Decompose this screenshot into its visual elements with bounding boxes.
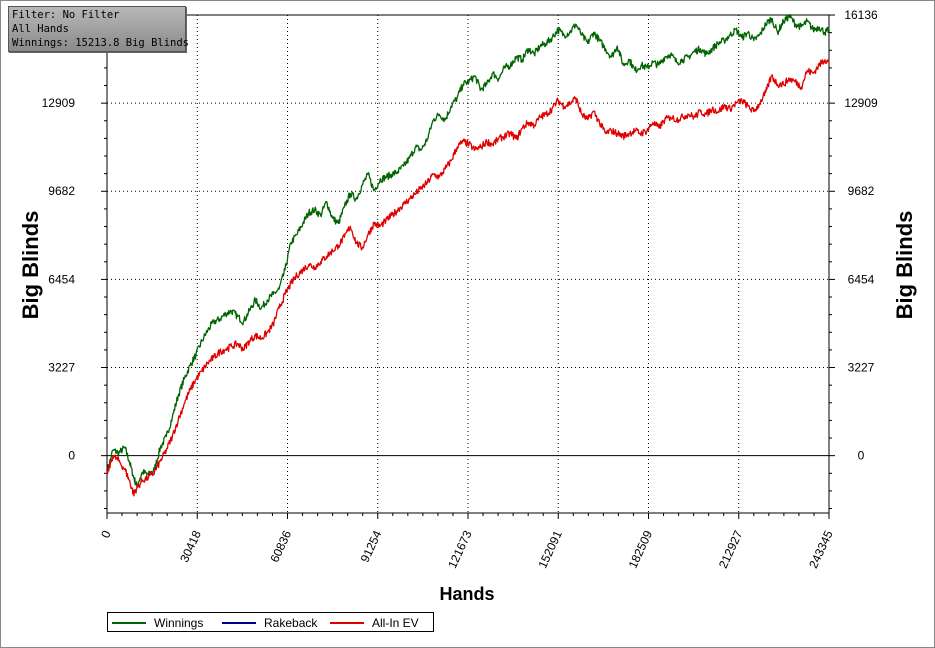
series-line-all-in-ev <box>106 59 830 497</box>
legend-swatch-rakeback <box>222 622 256 624</box>
series <box>106 14 830 497</box>
y-tick-label-right: 0 <box>858 449 865 463</box>
y-tick-label-left: 9682 <box>48 184 75 198</box>
y-tick-label-right: 6454 <box>848 272 875 286</box>
x-tick-label: 243345 <box>806 528 836 571</box>
legend-item-allin-ev: All-In EV <box>330 615 419 631</box>
legend-label-rakeback: Rakeback <box>264 616 318 630</box>
legend-swatch-winnings <box>112 622 146 624</box>
grid <box>107 15 829 513</box>
y-axis-title-right: Big Blinds <box>892 211 917 320</box>
x-tick-label: 152091 <box>535 528 565 571</box>
axes <box>101 14 835 519</box>
x-tick-label: 212927 <box>716 528 746 571</box>
y-tick-label-right: 9682 <box>848 184 875 198</box>
series-line-winnings <box>106 14 830 487</box>
legend-item-winnings: Winnings <box>112 615 203 631</box>
y-tick-label-left: 0 <box>68 449 75 463</box>
winnings-text: Winnings: 15213.8 Big Blinds <box>12 37 190 49</box>
filter-text: Filter: No Filter <box>12 9 120 21</box>
y-tick-label-right: 16136 <box>844 8 878 22</box>
y-tick-label-left: 12909 <box>42 96 76 110</box>
y-tick-label-left: 3227 <box>48 361 75 375</box>
x-tick-label: 91254 <box>358 528 385 564</box>
x-tick-label: 30418 <box>177 528 204 564</box>
x-tick-label: 121673 <box>445 528 475 571</box>
y-axis-title-left: Big Blinds <box>18 211 43 320</box>
y-tick-label-right: 12909 <box>844 96 878 110</box>
legend: Winnings Rakeback All-In EV <box>107 612 434 632</box>
legend-label-winnings: Winnings <box>154 616 204 630</box>
hands-text: All Hands <box>12 23 69 35</box>
info-box: Filter: No Filter All Hands Winnings: 15… <box>8 6 190 52</box>
legend-item-rakeback: Rakeback <box>222 615 317 631</box>
x-tick-label: 60836 <box>267 528 294 564</box>
x-tick-label: 0 <box>98 528 114 540</box>
x-axis-title: Hands <box>439 584 494 604</box>
x-tick-label: 182509 <box>626 528 656 571</box>
legend-label-allin-ev: All-In EV <box>372 616 419 630</box>
y-tick-label-left: 6454 <box>48 272 75 286</box>
y-tick-label-right: 3227 <box>848 361 875 375</box>
legend-swatch-allin-ev <box>330 622 364 624</box>
